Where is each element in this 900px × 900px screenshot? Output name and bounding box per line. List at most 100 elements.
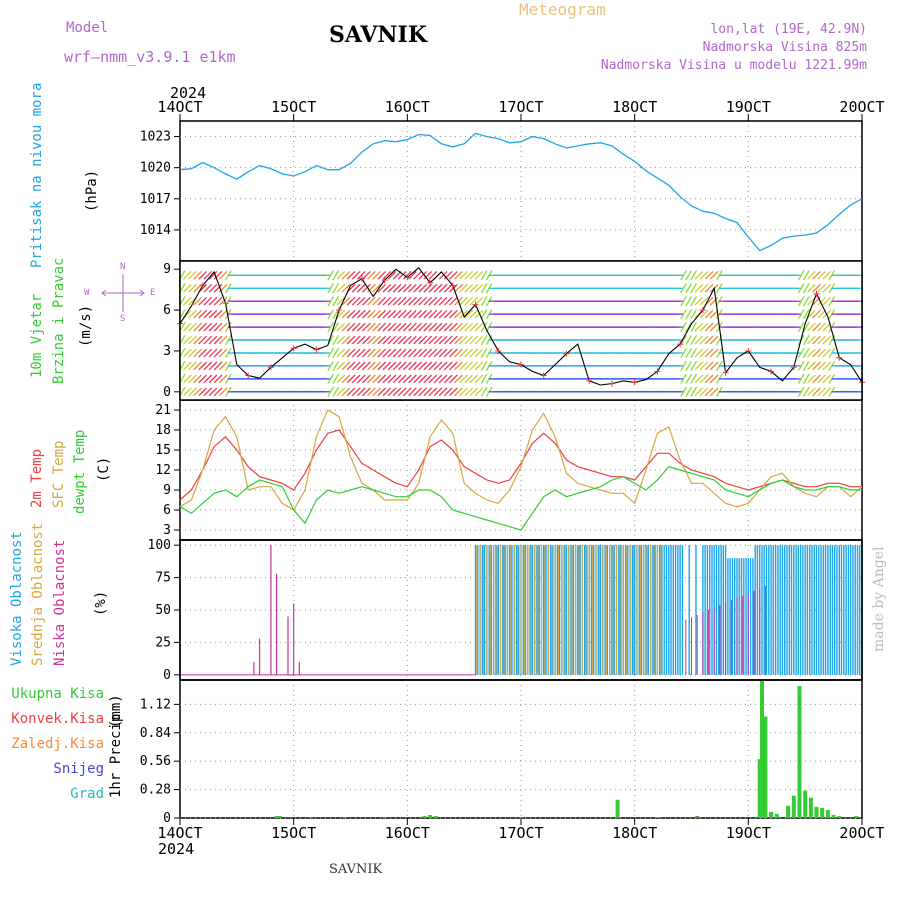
wind-vector	[203, 387, 213, 397]
wind-vector	[418, 322, 428, 332]
wind-vector	[397, 387, 407, 397]
wind-vector	[351, 361, 361, 371]
wind-vector	[392, 296, 402, 306]
precip-bar	[433, 816, 438, 818]
wind-vector	[704, 335, 714, 345]
wind-vector	[218, 374, 228, 384]
y-tick-label: 100	[148, 538, 171, 553]
precip-bar	[814, 806, 819, 818]
wind-vector	[351, 387, 361, 397]
year-bottom: 2024	[158, 840, 195, 858]
wind-vector	[413, 270, 422, 280]
wind-vector	[346, 296, 356, 306]
wind-vector	[377, 270, 387, 280]
wind-vector	[690, 334, 698, 346]
wind-vector	[480, 386, 488, 397]
wind-vector	[408, 270, 417, 280]
wind-vector	[367, 309, 376, 319]
wind-vector	[449, 270, 458, 280]
wind-vector	[694, 296, 704, 306]
wind-vector	[356, 361, 366, 371]
wind-vector	[183, 296, 192, 306]
wind-vector	[454, 322, 463, 332]
wind-vector	[704, 270, 714, 280]
x-tick-label-bottom: 18OCT	[612, 824, 657, 842]
wind-gust-marker	[836, 354, 843, 361]
wind-vector	[397, 283, 407, 293]
precip-bar	[655, 817, 660, 818]
wind-vector	[367, 361, 376, 371]
wind-vector	[188, 309, 197, 319]
wind-vector	[198, 296, 208, 306]
wind-vector	[807, 283, 816, 293]
wind-gust-marker	[472, 301, 479, 308]
wind-vector	[387, 335, 397, 345]
wind-vector	[438, 270, 448, 280]
wind-vector	[213, 374, 223, 384]
precip-bar	[797, 686, 802, 818]
wind-vector	[413, 296, 422, 306]
wind-vector	[803, 296, 810, 307]
wind-vector	[402, 283, 412, 293]
wind-vector	[208, 361, 218, 371]
wind-vector	[694, 348, 704, 358]
wind-vector	[341, 374, 351, 384]
wind-vector	[193, 361, 202, 371]
wind-vector	[438, 309, 448, 319]
wind-vector	[193, 374, 202, 384]
temp-dewpt-label: dewpt Temp	[72, 429, 88, 514]
wind-vector	[797, 283, 805, 294]
x-tick-label-top: 20OCT	[839, 98, 884, 116]
wind-gust-marker	[267, 364, 274, 371]
wind-vector	[474, 296, 484, 306]
wind-vector	[807, 270, 816, 280]
wind-vector	[413, 361, 422, 371]
wind-vector	[356, 283, 366, 293]
wind-vector	[694, 374, 704, 384]
wind-vector	[332, 347, 340, 359]
wind-vector	[464, 387, 474, 397]
wind-vector	[699, 309, 709, 319]
wind-vector	[362, 387, 371, 397]
wind-vector	[803, 270, 810, 281]
wind-vector	[699, 270, 709, 280]
x-tick-label-top: 19OCT	[726, 98, 771, 116]
wind-vector	[685, 373, 692, 384]
wind-vector	[336, 374, 346, 384]
wind-vector	[351, 335, 361, 345]
precip-total-label: Ukupna Kisa	[11, 686, 104, 702]
wind-vector	[362, 335, 371, 345]
wind-vector	[685, 270, 692, 281]
wind-vector	[332, 270, 340, 281]
wind-vector	[203, 361, 213, 371]
wind-vector	[428, 270, 438, 280]
wind-vector	[797, 373, 805, 384]
wind-vector	[183, 335, 192, 345]
wind-vector	[680, 296, 687, 307]
y-tick-label: 1014	[140, 223, 171, 238]
wind-vector	[341, 296, 351, 306]
wind-vector	[218, 322, 228, 332]
wind-vector	[183, 361, 192, 371]
wind-vector	[203, 374, 213, 384]
wind-vector	[449, 335, 458, 345]
y-tick-label: 1017	[140, 192, 171, 207]
wind-vector	[807, 309, 816, 319]
wind-vector	[454, 270, 463, 280]
precip-bar	[422, 816, 427, 818]
wind-vector	[459, 361, 468, 371]
wind-vector	[454, 361, 463, 371]
wind-vector	[474, 322, 484, 332]
wind-vector	[397, 348, 407, 358]
wind-vector	[469, 283, 479, 293]
wind-vector	[459, 335, 468, 345]
pressure-label: Pritisak na nivou mora	[29, 82, 45, 268]
wind-vector	[336, 283, 346, 293]
wind-vector	[341, 348, 351, 358]
model-label: Model	[66, 20, 109, 36]
wind-vector	[474, 374, 484, 384]
wind-vector	[327, 386, 334, 397]
wind-vector	[367, 270, 376, 280]
wind-vector	[694, 361, 704, 371]
wind-vector	[213, 270, 223, 280]
